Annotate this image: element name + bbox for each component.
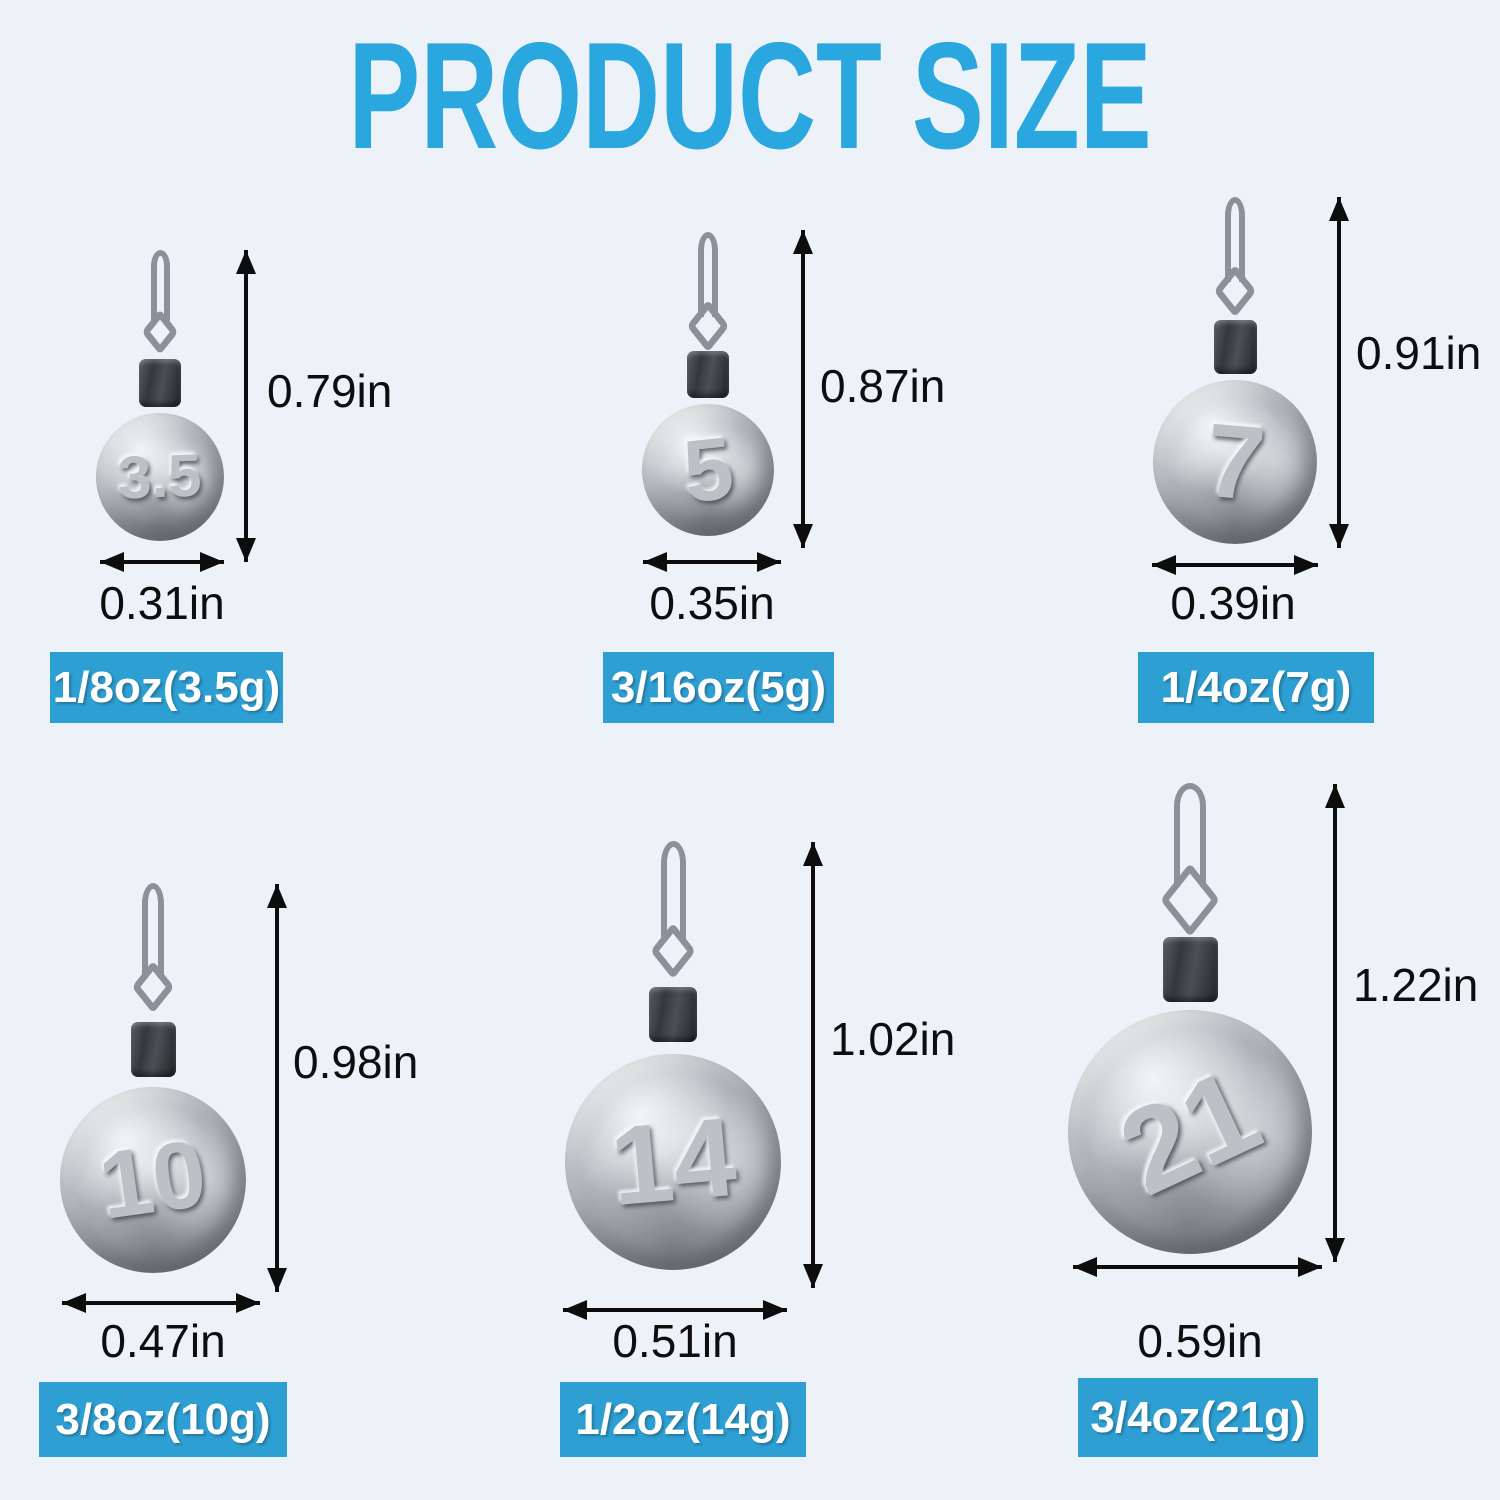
clip-wire-loop-icon xyxy=(1225,197,1245,282)
drop-shot-weight: 21 xyxy=(1068,783,1312,1254)
height-arrow xyxy=(1337,197,1341,548)
weight-tag: 3/8oz(10g) xyxy=(39,1382,287,1457)
width-arrow xyxy=(1073,1265,1322,1269)
lead-ball: 10 xyxy=(60,1087,246,1273)
swivel-barrel xyxy=(687,351,729,398)
embossed-weight-number: 14 xyxy=(605,1093,741,1230)
weight-tag: 3/4oz(21g) xyxy=(1078,1378,1318,1457)
clip-wire-diamond-icon xyxy=(141,309,179,355)
weight-tag: 3/16oz(5g) xyxy=(603,652,834,723)
lead-ball: 3.5 xyxy=(96,413,224,541)
lead-ball: 5 xyxy=(642,404,774,536)
height-arrow xyxy=(1333,784,1337,1262)
width-dimension: 0.51in xyxy=(612,1315,738,1367)
width-dimension: 0.39in xyxy=(1170,577,1296,629)
height-dimension: 0.79in xyxy=(267,365,393,417)
width-arrow xyxy=(62,1301,260,1305)
lead-ball: 14 xyxy=(565,1054,781,1270)
page-title: PRODUCT SIZE xyxy=(348,11,1152,181)
embossed-weight-number: 7 xyxy=(1200,401,1270,523)
height-dimension: 1.02in xyxy=(830,1013,956,1065)
clip-wire-diamond-icon xyxy=(1160,862,1220,938)
clip-wire-loop-icon xyxy=(142,883,164,978)
width-dimension: 0.31in xyxy=(99,577,225,629)
width-arrow xyxy=(643,560,781,564)
clip-wire-loop-icon xyxy=(1174,783,1206,887)
width-dimension: 0.35in xyxy=(649,577,775,629)
drop-shot-weight: 3.5 xyxy=(96,250,224,541)
weight-tag: 1/4oz(7g) xyxy=(1138,652,1374,723)
height-dimension: 0.91in xyxy=(1356,327,1482,379)
width-arrow xyxy=(100,560,224,564)
clip-wire-loop-icon xyxy=(150,250,170,323)
clip-wire-diamond-icon xyxy=(650,922,696,980)
swivel-barrel xyxy=(1162,937,1218,1002)
height-arrow xyxy=(244,250,248,562)
width-dimension: 0.47in xyxy=(100,1315,226,1367)
width-arrow xyxy=(1152,563,1318,567)
drop-shot-weight: 7 xyxy=(1153,197,1317,544)
drop-shot-weight: 14 xyxy=(565,841,781,1270)
height-dimension: 0.87in xyxy=(820,360,946,412)
lead-ball: 21 xyxy=(1068,1010,1312,1254)
drop-shot-weight: 10 xyxy=(60,883,246,1273)
swivel-barrel xyxy=(1213,320,1257,374)
drop-shot-weight: 5 xyxy=(642,232,774,536)
clip-wire-diamond-icon xyxy=(1213,264,1257,318)
clip-wire-loop-icon xyxy=(698,232,718,317)
swivel-barrel xyxy=(139,359,181,407)
lead-ball: 7 xyxy=(1153,380,1317,544)
embossed-weight-number: 5 xyxy=(678,417,738,522)
swivel-barrel xyxy=(649,987,697,1042)
height-arrow xyxy=(275,884,279,1292)
width-dimension: 0.59in xyxy=(1137,1315,1263,1367)
weight-tag: 1/2oz(14g) xyxy=(560,1382,806,1457)
height-dimension: 1.22in xyxy=(1353,959,1479,1011)
clip-wire-diamond-icon xyxy=(131,960,175,1014)
embossed-weight-number: 10 xyxy=(93,1119,213,1240)
weight-tag: 1/8oz(3.5g) xyxy=(50,652,283,723)
embossed-weight-number: 21 xyxy=(1101,1043,1279,1221)
height-arrow xyxy=(811,842,815,1288)
clip-wire-loop-icon xyxy=(660,841,686,941)
height-dimension: 0.98in xyxy=(293,1036,419,1088)
height-arrow xyxy=(801,230,805,548)
embossed-weight-number: 3.5 xyxy=(117,441,203,512)
swivel-barrel xyxy=(130,1022,176,1077)
width-arrow xyxy=(563,1308,787,1312)
clip-wire-diamond-icon xyxy=(686,299,730,353)
